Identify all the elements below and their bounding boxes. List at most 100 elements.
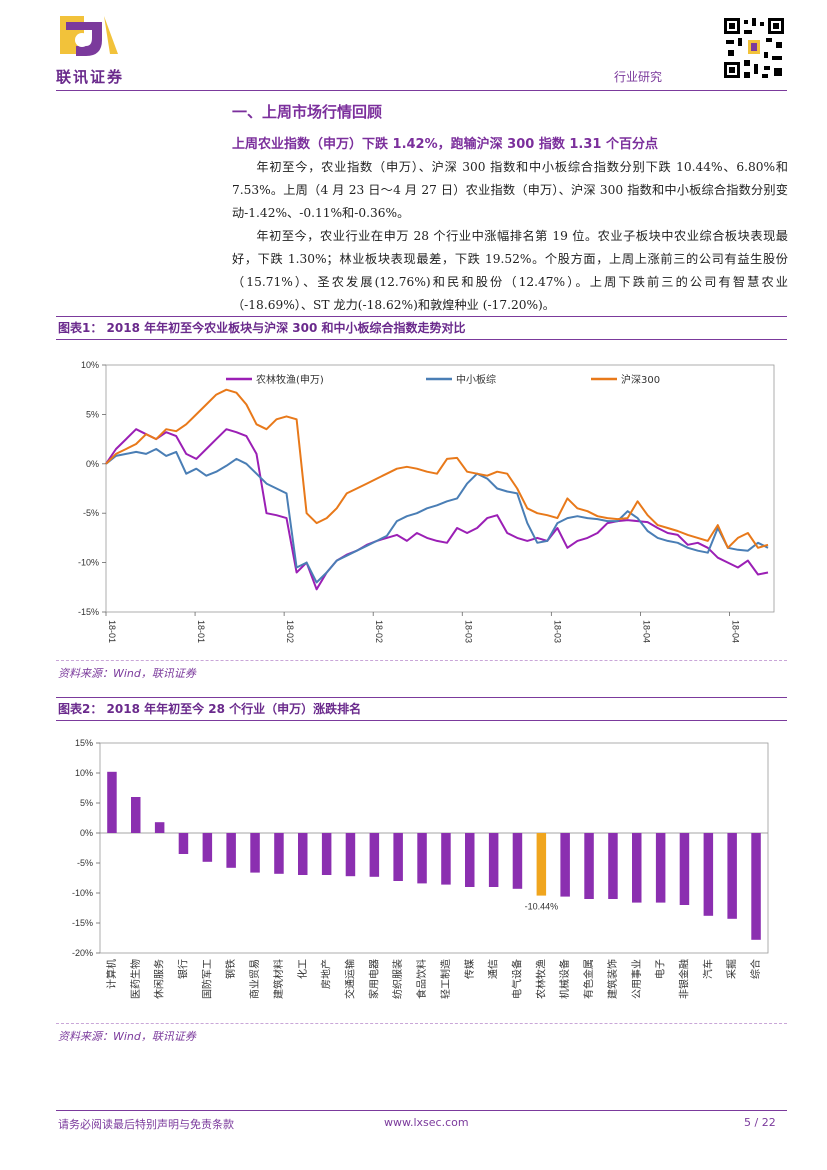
paragraph-2: 年初至今，农业行业在申万 28 个行业中涨幅排名第 19 位。农业子板块中农业综… bbox=[232, 229, 788, 312]
category-label: 国防军工 bbox=[200, 959, 213, 999]
page-number: 5 / 22 bbox=[744, 1116, 776, 1129]
bar bbox=[536, 833, 547, 896]
category-label: 有色金属 bbox=[582, 959, 595, 999]
bar bbox=[727, 833, 737, 919]
category-label: 银行 bbox=[177, 959, 190, 979]
x-tick-label: 18-03 bbox=[463, 620, 473, 643]
category-label: 纺织服装 bbox=[391, 959, 404, 999]
bar bbox=[345, 833, 356, 877]
category-label: 传媒 bbox=[464, 959, 476, 979]
bar bbox=[608, 833, 618, 899]
bar bbox=[560, 833, 570, 897]
category-label: 非银金融 bbox=[678, 959, 691, 999]
section-subtitle: 上周农业指数（申万）下跌 1.42%，跑输沪深 300 指数 1.31 个百分点 bbox=[232, 137, 658, 152]
bar bbox=[226, 833, 236, 868]
y-tick-label: -15% bbox=[72, 918, 93, 928]
y-tick-label: -10% bbox=[78, 558, 99, 568]
report-type: 行业研究 bbox=[614, 70, 663, 84]
category-label: 轻工制造 bbox=[439, 959, 452, 999]
series-line bbox=[105, 388, 769, 549]
y-tick-label: 5% bbox=[80, 798, 93, 808]
bar bbox=[703, 833, 714, 916]
bar bbox=[417, 833, 427, 884]
category-label: 食品饮料 bbox=[415, 959, 428, 999]
y-tick-label: -5% bbox=[77, 858, 93, 868]
figure2-chart: 15% 10% 5% 0% -5% -10% -15% -20% 计算机 医药生物 休闲服务 银行 国防… bbox=[56, 730, 787, 1020]
bar bbox=[178, 833, 189, 854]
figure1-title-rule bbox=[56, 339, 787, 340]
figure2-top-rule bbox=[56, 697, 787, 698]
bar bbox=[154, 822, 165, 833]
category-label: 机械设备 bbox=[558, 959, 571, 999]
legend-label: 沪深300 bbox=[621, 373, 660, 386]
line-chart: 10% 5% 0% -5% -10% -15% 18-01 18-01 18-02 18-02 18… bbox=[78, 360, 775, 643]
x-tick-label: 18-03 bbox=[552, 620, 562, 643]
category-label: 休闲服务 bbox=[153, 959, 166, 999]
legend-label: 农林牧渔(申万) bbox=[256, 373, 324, 386]
category-label: 电子 bbox=[654, 959, 667, 979]
bar bbox=[441, 833, 451, 885]
bar-chart: 15% 10% 5% 0% -5% -10% -15% -20% 计算机 医药生物 休闲服务 银行 国防… bbox=[72, 738, 769, 999]
figure1-title: 图表1： 2018 年年初至今农业板块与沪深 300 和中小板综合指数走势对比 bbox=[58, 321, 466, 335]
bar bbox=[512, 833, 523, 889]
figure1-source: 资料来源：Wind，联讯证券 bbox=[58, 667, 196, 680]
body-text: 年初至今，农业指数（申万）、沪深 300 指数和中小板综合指数分别下跌 10.4… bbox=[232, 156, 788, 317]
category-label: 建筑装饰 bbox=[606, 959, 619, 999]
bar bbox=[369, 833, 380, 877]
logo-mark-icon bbox=[60, 16, 118, 56]
header-divider bbox=[56, 90, 787, 91]
bar bbox=[632, 833, 642, 903]
disclaimer-link[interactable]: 请务必阅读最后特别声明与免责条款 bbox=[58, 1118, 234, 1131]
y-tick-label: 5% bbox=[86, 409, 99, 419]
figure1-chart: 10% 5% 0% -5% -10% -15% 18-01 18-01 18-02 18-02 18… bbox=[56, 345, 787, 655]
footer-rule bbox=[56, 1110, 787, 1111]
y-tick-label: -15% bbox=[78, 607, 99, 617]
y-tick-label: -10% bbox=[72, 888, 93, 898]
bar bbox=[321, 833, 332, 875]
bar bbox=[488, 833, 499, 887]
series-line bbox=[105, 448, 769, 584]
series-line bbox=[105, 428, 769, 591]
figure2-title: 图表2： 2018 年年初至今 28 个行业（申万）涨跌排名 bbox=[58, 702, 362, 716]
category-label: 家用电器 bbox=[367, 959, 380, 999]
category-label: 建筑材料 bbox=[272, 959, 285, 999]
bar bbox=[751, 833, 761, 940]
x-tick-label: 18-01 bbox=[107, 620, 117, 643]
y-tick-label: 15% bbox=[75, 738, 93, 748]
y-tick-label: -20% bbox=[72, 948, 93, 958]
category-label: 交通运输 bbox=[344, 959, 357, 999]
y-tick-label: 10% bbox=[81, 360, 99, 370]
company-logo bbox=[56, 10, 136, 70]
website-link[interactable]: www.lxsec.com bbox=[384, 1116, 469, 1129]
x-tick-label: 18-04 bbox=[730, 620, 740, 643]
category-label: 房地产 bbox=[320, 959, 333, 989]
y-tick-label: -5% bbox=[83, 508, 99, 518]
bar bbox=[465, 833, 475, 887]
bar bbox=[250, 833, 260, 873]
bar bbox=[655, 833, 666, 903]
bar bbox=[131, 797, 141, 833]
bar bbox=[298, 833, 308, 875]
category-label: 电气设备 bbox=[511, 959, 524, 999]
legend-label: 中小板综 bbox=[456, 373, 496, 386]
bar bbox=[679, 833, 690, 905]
qr-code-icon bbox=[722, 16, 786, 80]
figure2-title-rule bbox=[56, 720, 787, 721]
company-name: 联讯证券 bbox=[56, 68, 125, 86]
category-label: 汽车 bbox=[701, 959, 714, 979]
category-label: 采掘 bbox=[725, 959, 738, 979]
x-tick-label: 18-02 bbox=[374, 620, 384, 643]
category-label: 商业贸易 bbox=[248, 959, 261, 999]
y-tick-label: 0% bbox=[80, 828, 93, 838]
qr-code bbox=[722, 16, 786, 80]
x-tick-label: 18-04 bbox=[641, 620, 651, 643]
category-label: 通信 bbox=[488, 959, 500, 979]
bar bbox=[393, 833, 403, 881]
y-tick-label: 10% bbox=[75, 768, 93, 778]
figure2-source-rule bbox=[56, 1023, 787, 1024]
category-label: 钢铁 bbox=[224, 959, 237, 979]
bar bbox=[584, 833, 594, 899]
figure1-source-rule bbox=[56, 660, 787, 661]
plot-frame bbox=[105, 364, 775, 613]
plot-frame bbox=[99, 742, 769, 954]
